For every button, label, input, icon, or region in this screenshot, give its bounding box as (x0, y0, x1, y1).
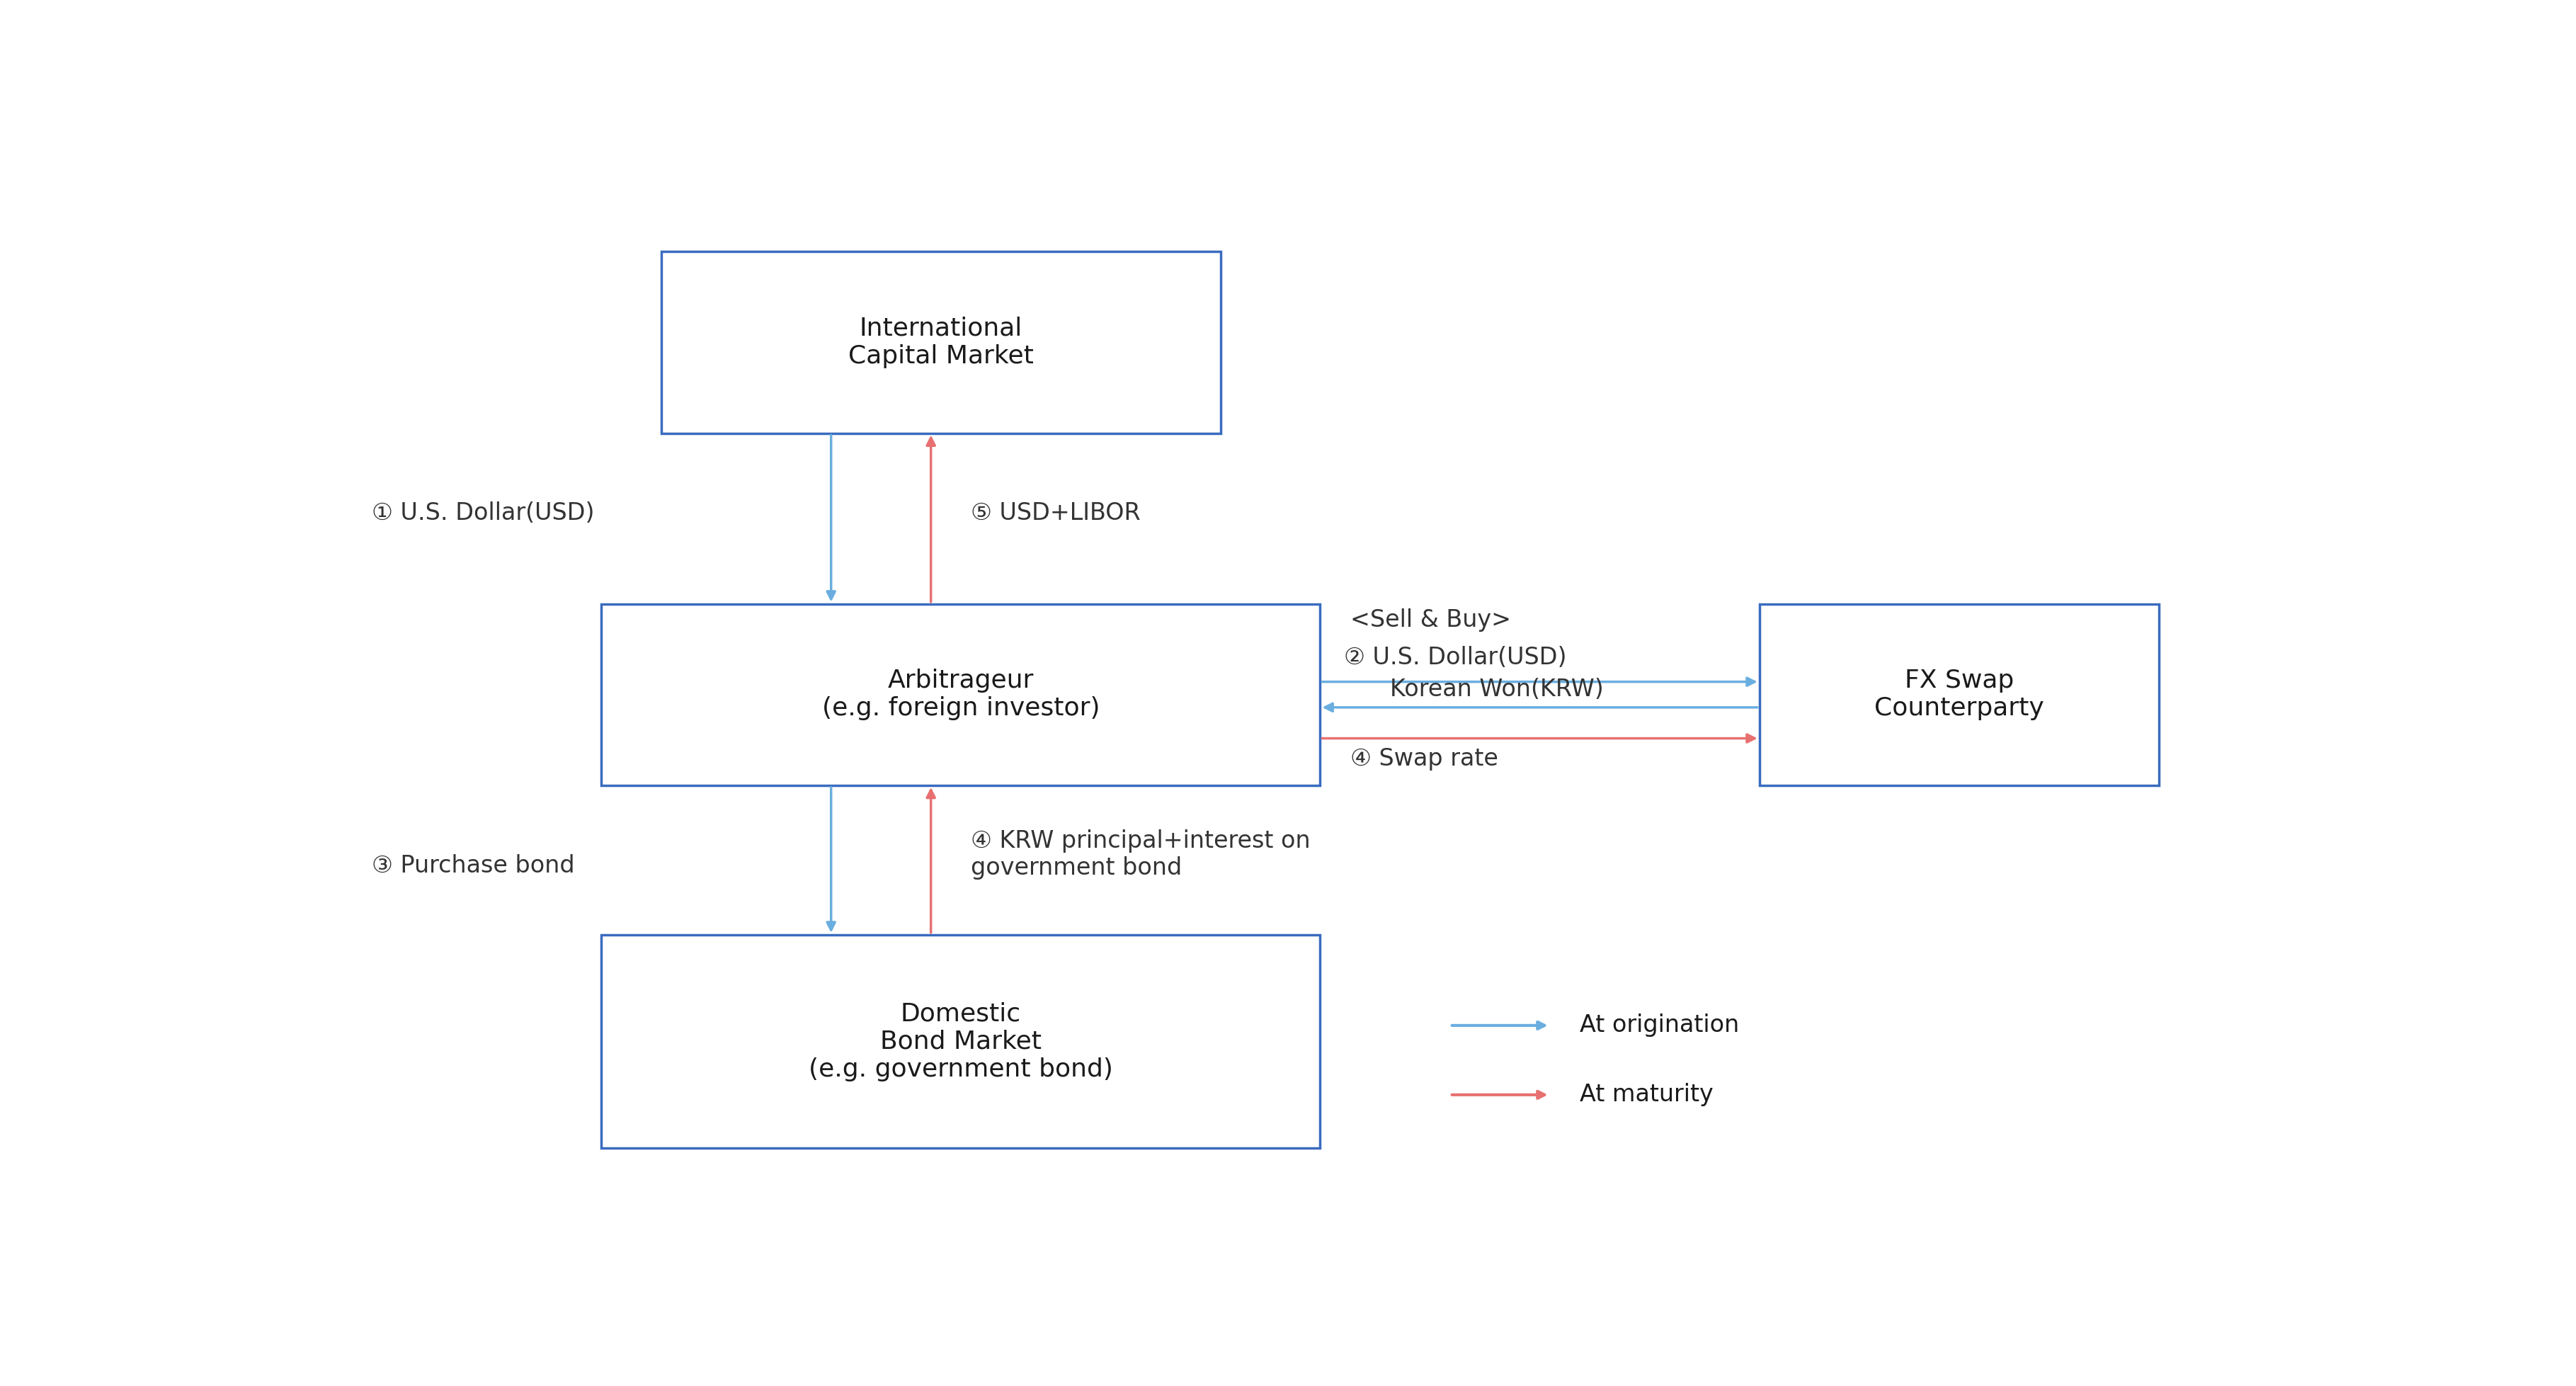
Text: ② U.S. Dollar(USD): ② U.S. Dollar(USD) (1345, 646, 1566, 669)
Text: Korean Won(KRW): Korean Won(KRW) (1391, 678, 1605, 701)
Text: FX Swap
Counterparty: FX Swap Counterparty (1875, 668, 2043, 721)
FancyBboxPatch shape (662, 252, 1221, 432)
Text: ⑤ USD+LIBOR: ⑤ USD+LIBOR (971, 502, 1141, 525)
FancyBboxPatch shape (1759, 604, 2159, 786)
Text: At origination: At origination (1579, 1013, 1739, 1037)
Text: International
Capital Market: International Capital Market (848, 316, 1033, 369)
Text: ③ Purchase bond: ③ Purchase bond (371, 854, 574, 877)
Text: ④ Swap rate: ④ Swap rate (1350, 747, 1499, 771)
FancyBboxPatch shape (603, 934, 1319, 1148)
FancyBboxPatch shape (603, 604, 1319, 786)
Text: ④ KRW principal+interest on
government bond: ④ KRW principal+interest on government b… (971, 829, 1311, 880)
Text: <Sell & Buy>: <Sell & Buy> (1350, 608, 1512, 632)
Text: Domestic
Bond Market
(e.g. government bond): Domestic Bond Market (e.g. government bo… (809, 1002, 1113, 1081)
Text: At maturity: At maturity (1579, 1082, 1713, 1106)
Text: ① U.S. Dollar(USD): ① U.S. Dollar(USD) (371, 502, 595, 525)
Text: Arbitrageur
(e.g. foreign investor): Arbitrageur (e.g. foreign investor) (822, 668, 1100, 721)
